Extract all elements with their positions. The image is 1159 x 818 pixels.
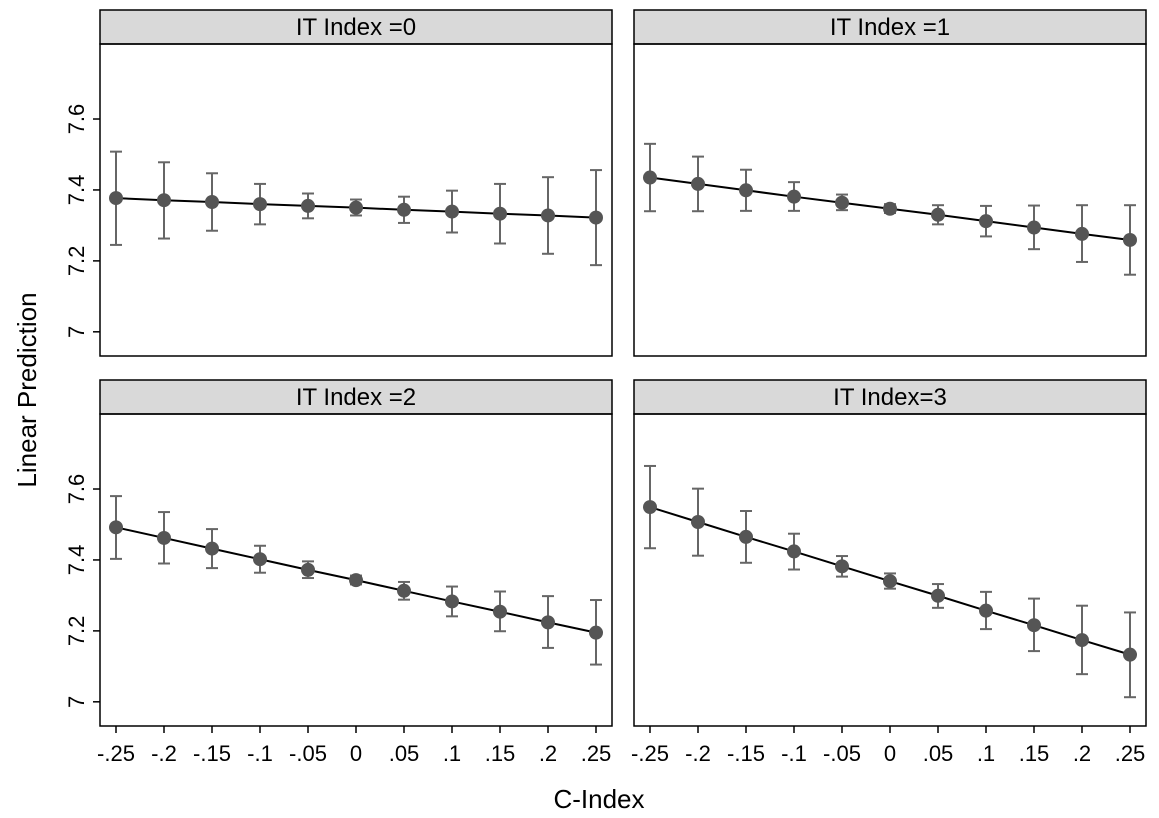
data-point: [643, 500, 657, 515]
x-tick-label: .05: [923, 741, 954, 766]
data-point: [883, 201, 897, 216]
panel-frame: [633, 43, 1147, 357]
y-tick-label: 7.2: [64, 616, 89, 647]
data-point: [1123, 232, 1137, 247]
panel-strip: [633, 379, 1147, 415]
data-point: [643, 170, 657, 185]
x-tick-label: -.2: [151, 741, 177, 766]
x-tick-label: .2: [1073, 741, 1091, 766]
x-tick-label: -.05: [823, 741, 861, 766]
data-point: [253, 197, 267, 212]
x-tick-label: -.15: [727, 741, 765, 766]
panel-0: IT Index =0 7 7.2 7.4 7.6: [64, 9, 613, 357]
y-tick-label: 7: [64, 326, 89, 338]
x-tick-label: .1: [977, 741, 995, 766]
y-tick-label: 7.6: [64, 104, 89, 135]
panel-strip: [99, 9, 613, 45]
data-point: [979, 214, 993, 229]
data-point: [787, 544, 801, 559]
data-point: [739, 183, 753, 198]
data-point: [397, 583, 411, 598]
data-point: [301, 562, 315, 577]
data-point: [1027, 618, 1041, 633]
data-point: [589, 625, 603, 640]
x-tick-label: .25: [581, 741, 612, 766]
x-tick-label: -.1: [781, 741, 807, 766]
x-tick-label: .1: [443, 741, 461, 766]
panels-group: IT Index =077.27.47.6IT Index =1IT Index…: [64, 9, 1147, 766]
data-point: [301, 198, 315, 213]
data-point: [541, 208, 555, 223]
x-tick-label: .2: [539, 741, 557, 766]
data-point: [253, 552, 267, 567]
panel-title: IT Index=3: [833, 384, 947, 411]
data-point: [349, 200, 363, 215]
data-point: [205, 541, 219, 556]
x-tick-label: -.1: [247, 741, 273, 766]
data-point: [157, 530, 171, 545]
data-point: [835, 195, 849, 210]
x-tick-label: -.2: [685, 741, 711, 766]
data-point: [787, 189, 801, 204]
data-point: [589, 210, 603, 225]
data-point: [445, 204, 459, 219]
data-point: [691, 176, 705, 191]
x-tick-label: .15: [1019, 741, 1050, 766]
panel-title: IT Index =2: [296, 384, 416, 411]
panel-title: IT Index =1: [830, 14, 950, 41]
panel-2: IT Index =2 7 7.2 7.4 7.6 -.25 -.2 -.15 -.1 -.05 0…: [64, 379, 613, 766]
panel-1: IT Index =1: [633, 9, 1147, 357]
data-point: [931, 588, 945, 603]
x-tick-label: -.25: [97, 741, 135, 766]
data-point: [1075, 633, 1089, 648]
data-point: [1123, 647, 1137, 662]
data-point: [109, 191, 123, 206]
data-point: [1075, 226, 1089, 241]
data-point: [397, 202, 411, 217]
data-point: [157, 193, 171, 208]
x-tick-label: .15: [485, 741, 516, 766]
x-tick-label: 0: [884, 741, 896, 766]
panel-title: IT Index =0: [296, 14, 416, 41]
data-point: [445, 594, 459, 609]
x-tick-label: .25: [1115, 741, 1146, 766]
data-point: [691, 514, 705, 529]
data-point: [493, 206, 507, 221]
y-tick-label: 7.4: [64, 175, 89, 206]
x-tick-label: .05: [389, 741, 420, 766]
x-tick-label: -.15: [193, 741, 231, 766]
data-point: [493, 604, 507, 619]
x-tick-label: -.25: [631, 741, 669, 766]
panel-frame: [99, 43, 613, 357]
data-point: [349, 573, 363, 588]
x-axis-title: C-Index: [553, 784, 644, 814]
data-point: [979, 603, 993, 618]
x-tick-label: 0: [350, 741, 362, 766]
data-point: [109, 520, 123, 535]
data-point: [931, 207, 945, 222]
y-tick-label: 7: [64, 696, 89, 708]
data-point: [1027, 220, 1041, 235]
y-tick-label: 7.2: [64, 246, 89, 277]
data-point: [835, 559, 849, 574]
panel-strip: [99, 379, 613, 415]
y-axis-title: Linear Prediction: [12, 292, 42, 487]
y-tick-label: 7.4: [64, 545, 89, 576]
data-point: [883, 574, 897, 589]
panel-strip: [633, 9, 1147, 45]
data-point: [541, 615, 555, 630]
data-point: [739, 529, 753, 544]
y-tick-label: 7.6: [64, 474, 89, 505]
x-tick-label: -.05: [289, 741, 327, 766]
panel-3: IT Index=3 -.25 -.2 -.15 -.1 -.05 0 .05 .1 .15 .2.…: [631, 379, 1147, 766]
data-point: [205, 195, 219, 210]
